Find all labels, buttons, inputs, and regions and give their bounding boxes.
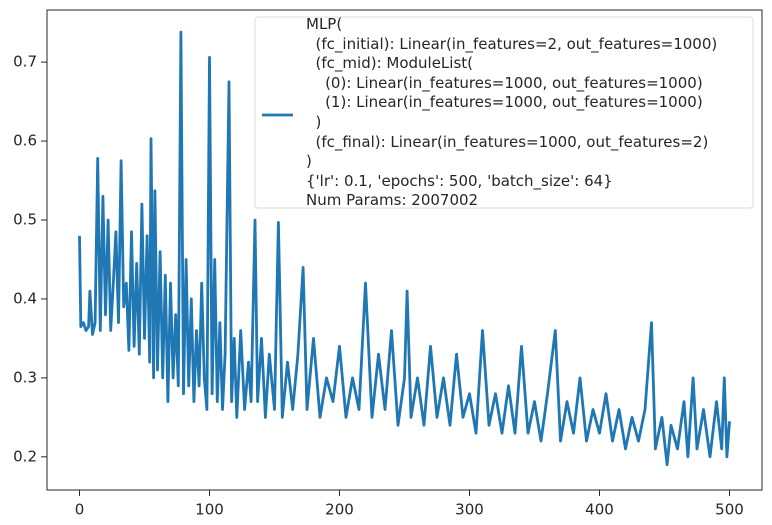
data-line [78, 30, 731, 467]
legend-box [254, 16, 754, 209]
x-tick-label: 300 [455, 501, 484, 519]
y-tick-label: 0.5 [13, 211, 37, 229]
y-tick-label: 0.2 [13, 447, 37, 465]
x-tick-label: 200 [325, 501, 354, 519]
y-tick-label: 0.7 [13, 53, 37, 71]
legend-label: MLP( (fc_initial): Linear(in_features=2,… [306, 15, 718, 210]
x-tick-label: 400 [585, 501, 614, 519]
y-tick-label: 0.4 [13, 289, 37, 307]
y-tick-label: 0.3 [13, 368, 37, 386]
x-tick-label: 0 [75, 501, 85, 519]
x-tick-label: 500 [715, 501, 744, 519]
y-tick-label: 0.6 [13, 132, 37, 150]
x-tick-label: 100 [195, 501, 224, 519]
